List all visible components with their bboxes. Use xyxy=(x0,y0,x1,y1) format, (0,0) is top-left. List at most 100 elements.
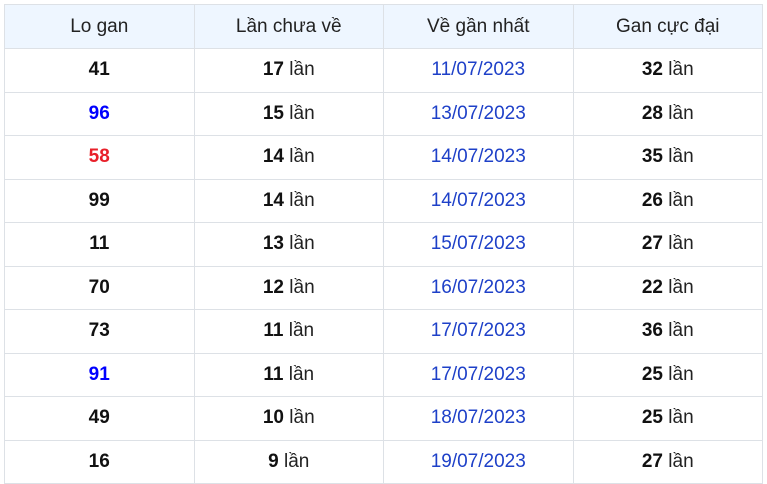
count: 9 xyxy=(268,450,279,472)
column-header: Gan cực đại xyxy=(572,4,763,49)
date: 14/07/2023 xyxy=(430,146,526,168)
lo-number: 41 xyxy=(88,59,110,81)
lo-number: 70 xyxy=(88,276,110,298)
count: 27 xyxy=(641,233,663,255)
lo-cell: 96 xyxy=(4,91,195,136)
lo-number: 73 xyxy=(88,320,110,342)
lo-number: 11 xyxy=(89,233,110,255)
lo-cell: 58 xyxy=(4,135,195,180)
count: 28 xyxy=(641,102,663,124)
ve-gan-nhat-cell: 16/07/2023 xyxy=(383,265,574,310)
count: 14 xyxy=(262,146,284,168)
lo-gan-table: Lo gan Lần chưa về Về gần nhất Gan cực đại … xyxy=(4,4,763,484)
unit: lần xyxy=(668,363,694,385)
column-header: Lần chưa về xyxy=(193,4,384,49)
lo-number: 58 xyxy=(88,146,110,168)
date: 13/07/2023 xyxy=(430,102,526,124)
gan-cuc-dai-cell: 27 lần xyxy=(572,222,763,267)
unit: lần xyxy=(668,407,694,429)
gan-cuc-dai-cell: 28 lần xyxy=(572,91,763,136)
unit: lần xyxy=(284,450,310,472)
lo-cell: 99 xyxy=(4,178,195,223)
column-header: Về gần nhất xyxy=(383,4,574,49)
unit: lần xyxy=(289,189,315,211)
ve-gan-nhat-cell: 17/07/2023 xyxy=(383,309,574,354)
lo-cell: 73 xyxy=(4,309,195,354)
lo-number: 16 xyxy=(88,450,110,472)
count: 25 xyxy=(641,407,663,429)
chua-ve-cell: 14 lần xyxy=(193,135,384,180)
lo-cell: 91 xyxy=(4,352,195,397)
count: 10 xyxy=(262,407,284,429)
count: 14 xyxy=(262,189,284,211)
ve-gan-nhat-cell: 13/07/2023 xyxy=(383,91,574,136)
count: 32 xyxy=(641,59,663,81)
date: 15/07/2023 xyxy=(430,233,526,255)
table-row: 11 13 lần 15/07/2023 27 lần xyxy=(4,222,763,267)
unit: lần xyxy=(289,407,315,429)
ve-gan-nhat-cell: 15/07/2023 xyxy=(383,222,574,267)
table-row: 99 14 lần 14/07/2023 26 lần xyxy=(4,178,763,223)
gan-cuc-dai-cell: 36 lần xyxy=(572,309,763,354)
count: 35 xyxy=(641,146,663,168)
ve-gan-nhat-cell: 17/07/2023 xyxy=(383,352,574,397)
lo-cell: 16 xyxy=(4,439,195,484)
chua-ve-cell: 11 lần xyxy=(193,352,384,397)
chua-ve-cell: 17 lần xyxy=(193,48,384,93)
unit: lần xyxy=(668,102,694,124)
gan-cuc-dai-cell: 35 lần xyxy=(572,135,763,180)
table-row: 73 11 lần 17/07/2023 36 lần xyxy=(4,309,763,354)
ve-gan-nhat-cell: 14/07/2023 xyxy=(383,178,574,223)
lo-number: 91 xyxy=(88,363,110,385)
unit: lần xyxy=(289,276,315,298)
count: 17 xyxy=(262,59,284,81)
unit: lần xyxy=(288,320,315,342)
chua-ve-cell: 10 lần xyxy=(193,396,384,441)
gan-cuc-dai-cell: 27 lần xyxy=(572,439,763,484)
gan-cuc-dai-cell: 22 lần xyxy=(572,265,763,310)
count: 22 xyxy=(641,276,663,298)
chua-ve-cell: 12 lần xyxy=(193,265,384,310)
count: 26 xyxy=(641,189,663,211)
ve-gan-nhat-cell: 11/07/2023 xyxy=(383,48,574,93)
ve-gan-nhat-cell: 19/07/2023 xyxy=(383,439,574,484)
chua-ve-cell: 15 lần xyxy=(193,91,384,136)
unit: lần xyxy=(668,450,694,472)
unit: lần xyxy=(668,276,694,298)
count: 25 xyxy=(641,363,663,385)
lo-cell: 49 xyxy=(4,396,195,441)
date: 14/07/2023 xyxy=(430,189,526,211)
unit: lần xyxy=(668,320,694,342)
unit: lần xyxy=(668,59,694,81)
table-row: 58 14 lần 14/07/2023 35 lần xyxy=(4,135,763,180)
chua-ve-cell: 14 lần xyxy=(193,178,384,223)
count: 15 xyxy=(262,102,284,124)
unit: lần xyxy=(289,59,315,81)
unit: lần xyxy=(668,146,694,168)
ve-gan-nhat-cell: 14/07/2023 xyxy=(383,135,574,180)
chua-ve-cell: 9 lần xyxy=(193,439,384,484)
unit: lần xyxy=(288,363,315,385)
date: 17/07/2023 xyxy=(430,363,526,385)
lo-number: 96 xyxy=(88,102,110,124)
lo-cell: 41 xyxy=(4,48,195,93)
table-row: 91 11 lần 17/07/2023 25 lần xyxy=(4,352,763,397)
unit: lần xyxy=(289,146,315,168)
gan-cuc-dai-cell: 25 lần xyxy=(572,352,763,397)
table-row: 16 9 lần 19/07/2023 27 lần xyxy=(4,439,763,484)
chua-ve-cell: 11 lần xyxy=(193,309,384,354)
date: 18/07/2023 xyxy=(430,407,526,429)
count: 36 xyxy=(641,320,663,342)
count: 11 xyxy=(263,320,284,342)
count: 12 xyxy=(262,276,284,298)
unit: lần xyxy=(289,102,315,124)
unit: lần xyxy=(668,233,694,255)
table-header: Lo gan Lần chưa về Về gần nhất Gan cực đại xyxy=(4,4,763,49)
lo-number: 49 xyxy=(88,407,110,429)
date: 11/07/2023 xyxy=(431,59,526,81)
gan-cuc-dai-cell: 26 lần xyxy=(572,178,763,223)
unit: lần xyxy=(289,233,315,255)
chua-ve-cell: 13 lần xyxy=(193,222,384,267)
date: 17/07/2023 xyxy=(430,320,526,342)
lo-number: 99 xyxy=(88,189,110,211)
